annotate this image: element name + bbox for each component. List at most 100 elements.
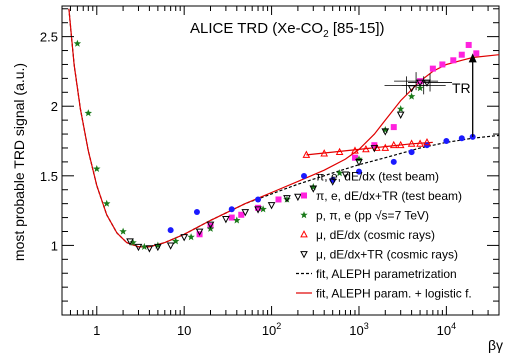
data-point-star (119, 227, 127, 235)
x-tick-label-base: 10 (177, 323, 191, 338)
data-point-star (129, 238, 137, 246)
chart-title-main: ALICE TRD (Xe-CO (190, 20, 323, 37)
data-point-square (390, 124, 397, 131)
data-point-triangle-down (309, 185, 318, 193)
data-point-square (429, 65, 436, 72)
data-point-star (259, 205, 267, 213)
data-point-star (93, 165, 101, 172)
legend-label: fit, ALEPH param. + logistic f. (316, 287, 472, 301)
data-point-star (140, 242, 148, 250)
data-points (73, 39, 480, 253)
legend-marker-star (300, 211, 308, 219)
data-point-circle (255, 196, 262, 203)
data-point-triangle-down (423, 79, 431, 87)
data-point-square (228, 214, 235, 221)
data-point-triangle-up (389, 140, 398, 149)
y-tick-label: 2.5 (40, 30, 58, 45)
data-point-square (473, 50, 480, 57)
tr-annotation: TR (452, 80, 471, 96)
data-point-star (172, 237, 180, 245)
data-point-star (309, 183, 317, 191)
y-axis-label: most probable TRD signal (a.u.) (11, 63, 27, 261)
data-point-triangle-up (372, 143, 381, 151)
legend-label: π, e, dE/dx (test beam) (316, 170, 439, 184)
x-tick-label-base: 10 (437, 323, 451, 338)
data-point-triangle-down (370, 145, 379, 153)
data-point-star (154, 241, 162, 249)
data-point-square (351, 154, 358, 161)
x-tick-label-exponent: 3 (364, 321, 369, 331)
y-tick-label: 2 (51, 99, 58, 114)
legend: π, e, dE/dx (test beam) π, e, dE/dx+TR (t… (296, 170, 472, 301)
x-tick-label-exponent: 2 (276, 321, 281, 331)
legend-label: μ, dE/dx+TR (cosmic rays) (316, 248, 458, 262)
data-point-star (73, 39, 82, 47)
data-point-circle (193, 209, 200, 215)
data-point-triangle-down (145, 245, 154, 253)
data-point-triangle-down (180, 234, 189, 242)
tr-arrow-head (468, 53, 477, 63)
data-point-circle (458, 135, 465, 142)
legend-label: fit, ALEPH parametrization (316, 267, 457, 281)
data-point-triangle-up (320, 149, 329, 157)
data-point-triangle-up (302, 150, 311, 158)
data-point-triangle-down (416, 79, 424, 87)
data-point-star (355, 155, 363, 163)
legend-marker-square (301, 192, 307, 199)
data-point-star (407, 92, 416, 100)
plot-frame (61, 5, 500, 316)
chart-title-tail: [85-15]) (329, 20, 385, 37)
x-tick-label-base: 10 (262, 323, 276, 338)
data-point-triangle-down (206, 221, 215, 229)
x-axis-label: βγ (488, 337, 503, 353)
data-point-square (465, 41, 472, 48)
data-point-square (238, 211, 245, 218)
data-point-square (439, 61, 446, 68)
data-point-triangle-down (195, 228, 204, 236)
data-point-triangle-up (396, 140, 405, 149)
legend-label: μ, dE/dx (cosmic rays) (316, 228, 435, 242)
data-point-star (381, 126, 389, 133)
data-point-triangle-down (134, 243, 143, 252)
y-tick-label: 1.5 (40, 169, 58, 184)
x-tick-label-base: 10 (349, 323, 363, 338)
data-point-triangle-down (381, 128, 390, 136)
data-point-circle (228, 206, 235, 213)
data-point-triangle-up (351, 146, 359, 154)
legend-marker-circle (301, 173, 307, 179)
aleph-fit-dashed-curve (68, 8, 500, 248)
data-point-triangle-down (267, 202, 276, 210)
data-point-triangle-down (254, 206, 262, 214)
legend-label: π, e, dE/dx+TR (test beam) (316, 189, 462, 203)
data-point-triangle-up (416, 139, 424, 147)
data-point-triangle-down (294, 193, 302, 202)
fit-curves (68, 8, 500, 248)
legend-marker-triangle-up (300, 230, 308, 238)
legend-marker-triangle-down (300, 251, 308, 259)
data-point-triangle-down (355, 158, 363, 167)
data-point-star (84, 109, 92, 117)
data-point-square (458, 51, 465, 58)
data-point-circle (167, 227, 174, 234)
data-point-circle (355, 168, 362, 175)
data-point-triangle-down (154, 243, 162, 252)
data-point-square (417, 78, 424, 85)
data-point-triangle-down (126, 238, 134, 246)
data-point-triangle-down (328, 178, 337, 186)
data-point-star (397, 105, 405, 113)
x-tick-label-exponent: 4 (451, 321, 456, 331)
data-point-star (187, 233, 195, 241)
x-tick-label-base: 1 (93, 323, 100, 338)
data-point-triangle-down (222, 216, 230, 224)
data-point-triangle-up (423, 138, 431, 146)
data-point-triangle-up (407, 139, 416, 147)
tr-arrow (468, 53, 477, 137)
x-tick-label: 102 (262, 321, 281, 338)
data-point-triangle-down (396, 111, 405, 119)
data-point-star (233, 216, 241, 224)
data-point-triangle-down (166, 242, 175, 250)
data-point-triangle-up (381, 143, 390, 151)
legend-label: p, π, e (pp √s=7 TeV) (316, 209, 429, 223)
